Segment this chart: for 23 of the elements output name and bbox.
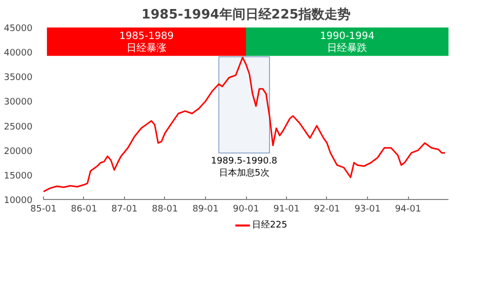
y-tick-label: 15000 <box>4 171 33 182</box>
x-tick-label: 92-01 <box>314 204 340 214</box>
legend-label: 日经225 <box>252 220 288 230</box>
band-label: 1990-1994 日经暴跌 <box>320 30 375 54</box>
x-tick-label: 86-01 <box>70 204 98 214</box>
y-tick-label: 10000 <box>4 196 33 206</box>
chart-title: 1985-1994年间日经225指数走势 <box>142 6 350 22</box>
y-tick-label: 30000 <box>4 98 33 108</box>
y-tick-label: 40000 <box>4 48 33 59</box>
x-tick-label: 85-01 <box>30 204 57 214</box>
x-tick-label: 90-01 <box>232 204 260 214</box>
band-label: 1989.5-1990.8 日本加息5次 <box>211 156 278 178</box>
x-tick-label: 88-01 <box>152 204 178 214</box>
x-tick-label: 91-01 <box>273 204 300 214</box>
x-tick-label: 89-01 <box>192 204 219 214</box>
y-tick-label: 20000 <box>4 146 33 157</box>
y-tick-label: 25000 <box>4 122 33 132</box>
x-tick-label: 93-01 <box>354 204 381 214</box>
band-label: 1985-1989 日经暴涨 <box>119 30 174 54</box>
x-tick-label: 87-01 <box>111 204 138 214</box>
y-tick-label: 45000 <box>4 24 33 34</box>
y-tick-label: 35000 <box>4 73 33 84</box>
x-tick-label: 94-01 <box>394 204 422 214</box>
